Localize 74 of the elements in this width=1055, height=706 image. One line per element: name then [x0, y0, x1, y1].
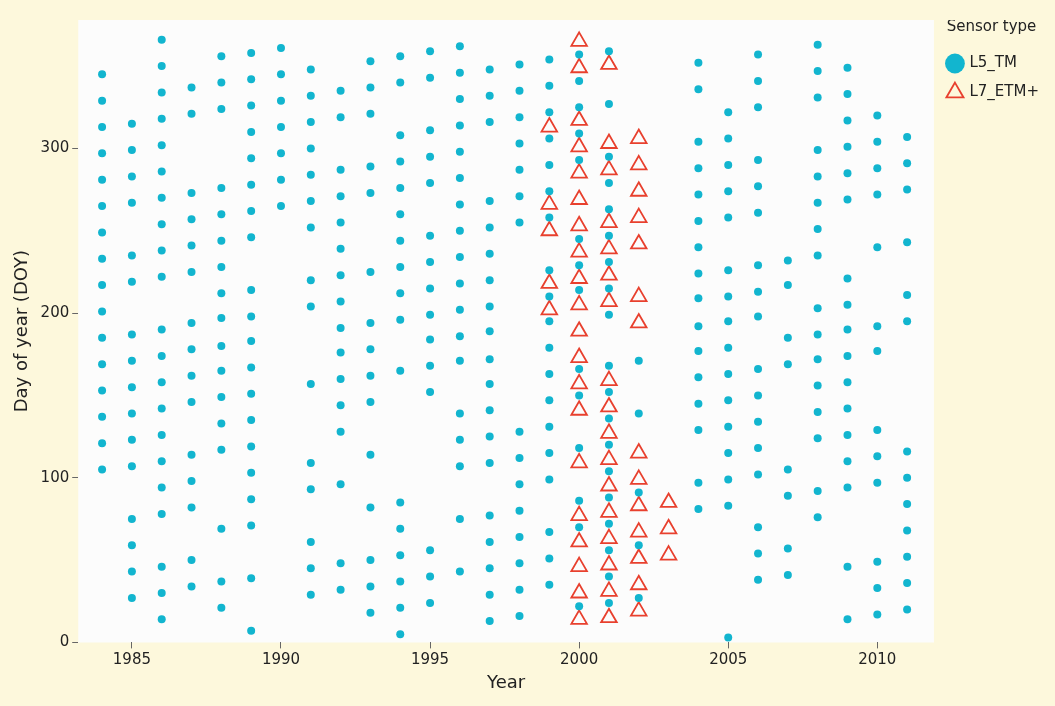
x-tick-label: 1985	[112, 650, 151, 669]
point	[600, 54, 618, 70]
point	[570, 242, 588, 258]
x-tick-label: 2010	[858, 650, 897, 669]
point	[600, 370, 618, 386]
point	[659, 492, 678, 508]
point	[570, 294, 588, 311]
point	[570, 268, 588, 284]
point	[570, 373, 588, 390]
y-tick-label: 200	[40, 302, 70, 321]
point	[600, 449, 618, 466]
point	[540, 299, 559, 316]
point	[570, 505, 588, 522]
point	[570, 321, 588, 337]
x-tick-label: 1990	[261, 650, 301, 669]
point	[570, 215, 588, 232]
point	[570, 609, 588, 625]
point	[630, 313, 648, 329]
point	[600, 528, 618, 545]
y-tick-label: 100	[40, 467, 70, 486]
point	[540, 194, 559, 210]
point	[570, 347, 588, 363]
point	[570, 556, 588, 573]
point	[600, 607, 618, 624]
point	[600, 212, 618, 228]
point	[659, 545, 678, 561]
point	[600, 238, 618, 255]
point	[630, 128, 648, 144]
point	[570, 453, 588, 469]
point	[630, 522, 648, 538]
point	[630, 181, 648, 197]
point	[570, 136, 588, 153]
point	[600, 555, 618, 571]
point	[570, 163, 588, 179]
point	[630, 495, 648, 512]
point	[570, 583, 588, 599]
point	[630, 469, 648, 485]
x-tick-label: 1995	[410, 650, 450, 669]
point	[570, 31, 588, 47]
legend-title: Sensor type	[946, 17, 1037, 36]
point	[540, 220, 559, 237]
point	[600, 159, 618, 176]
point	[570, 532, 588, 548]
point	[630, 548, 648, 564]
y-tick-label: 0	[59, 632, 70, 651]
point	[630, 443, 648, 459]
point	[600, 265, 618, 281]
point	[570, 110, 588, 126]
point	[570, 400, 588, 416]
point	[630, 234, 648, 250]
point	[570, 189, 588, 205]
y-tick-label: 300	[40, 138, 70, 157]
point	[630, 155, 648, 171]
point	[540, 273, 559, 289]
legend-label: L5_TM	[969, 53, 1017, 73]
point	[630, 286, 648, 303]
y-axis-title: Day of year (DOY)	[10, 250, 32, 413]
point	[600, 476, 618, 492]
point	[659, 518, 678, 535]
point	[630, 574, 648, 591]
point	[600, 502, 618, 518]
x-tick-label: 2000	[560, 650, 599, 669]
point	[600, 581, 618, 597]
point	[600, 423, 618, 439]
point	[600, 397, 618, 413]
point	[570, 57, 588, 74]
legend-label: L7_ETM+	[969, 82, 1040, 102]
point	[540, 117, 559, 133]
point	[630, 207, 648, 223]
point	[600, 291, 618, 307]
x-axis-title: Year	[486, 670, 526, 692]
point	[600, 133, 618, 149]
point	[630, 601, 648, 617]
x-tick-label: 2005	[709, 650, 748, 669]
